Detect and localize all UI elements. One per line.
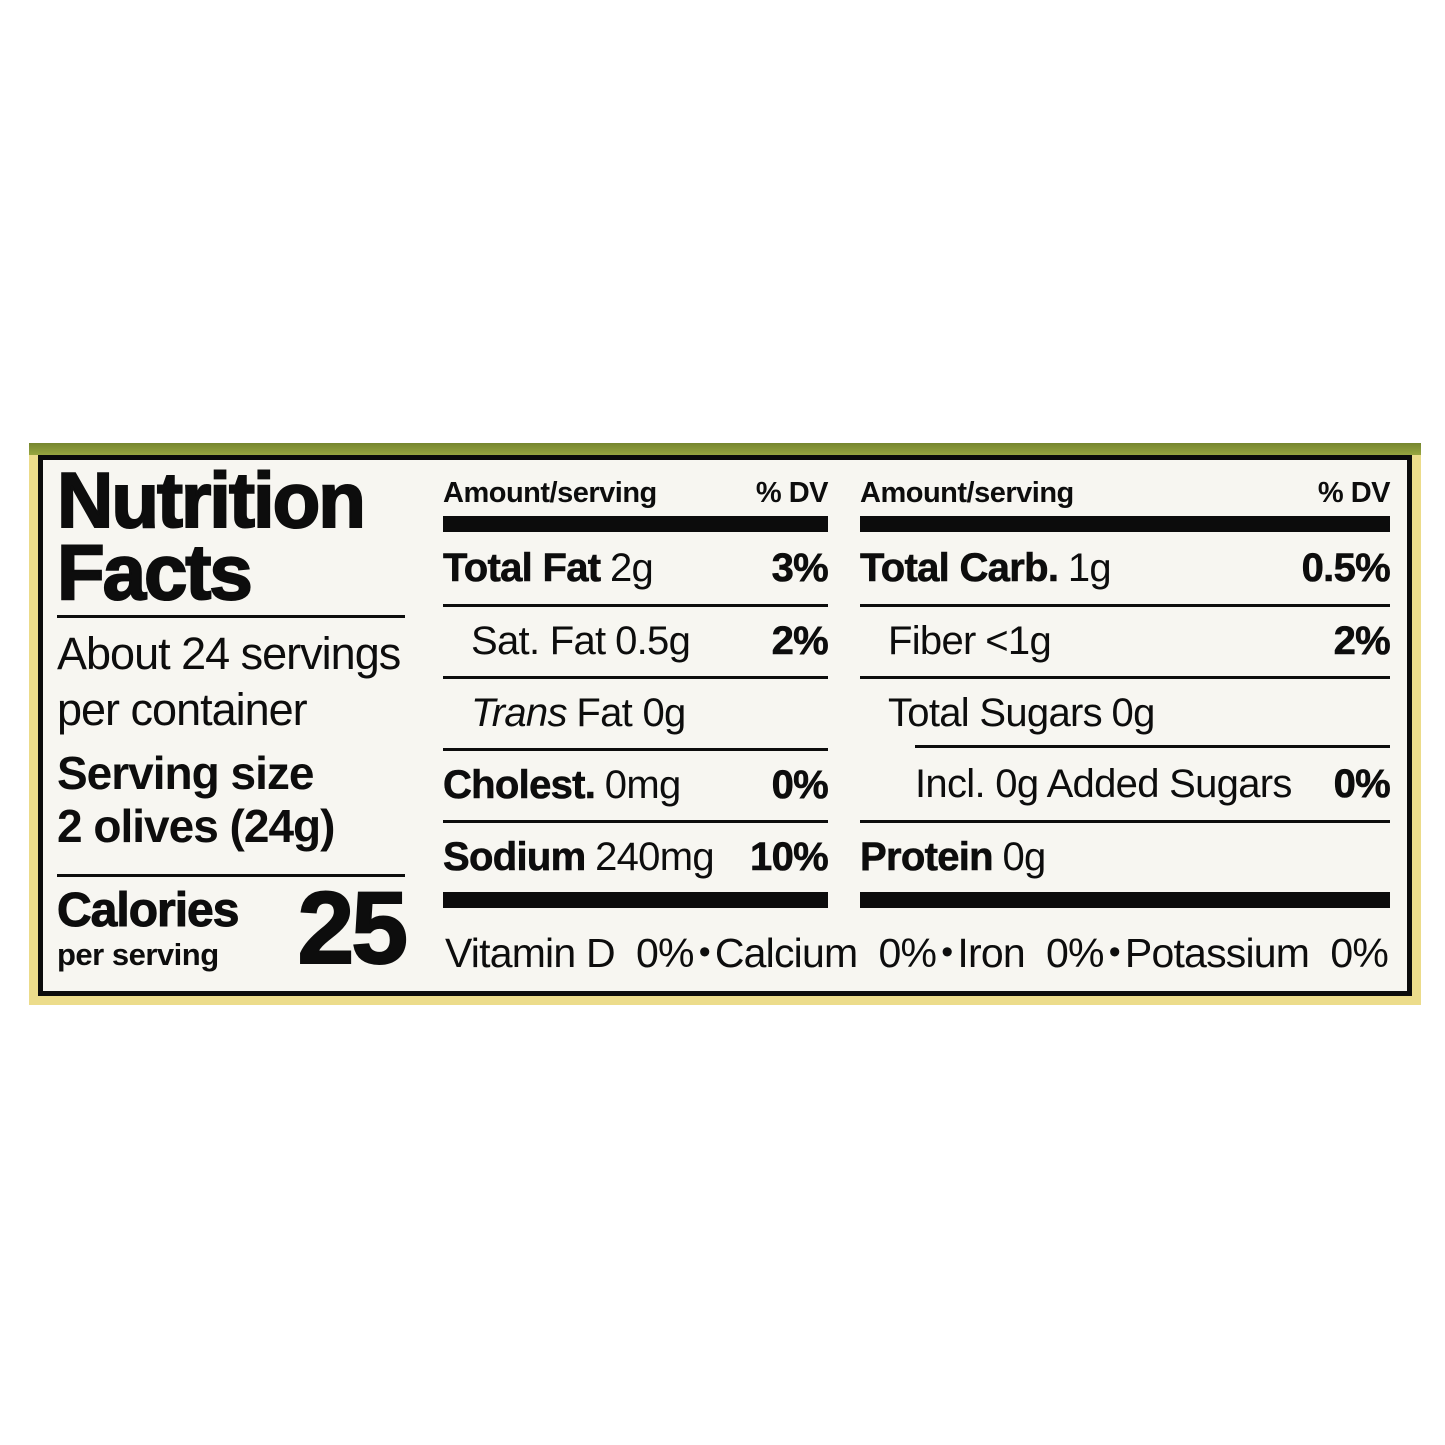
nutrient-rows: Total Carb. 1g 0.5% Fiber <1g 2% Total Sug… [860, 532, 1391, 892]
bullet-separator: • [1108, 932, 1121, 971]
nutrition-facts-main-panel: Amount/serving % DV Total Fat 2g 3% Sat. … [443, 460, 1407, 991]
micronutrient-dv: 0% [1330, 930, 1388, 976]
nutrient-amount: <1g [985, 619, 1051, 663]
nutrient-dv: 0% [771, 763, 829, 808]
calories-per-serving-label: per serving [57, 937, 219, 972]
row-fiber: Fiber <1g 2% [860, 604, 1391, 676]
nutrient-amount: 0g [1002, 835, 1047, 879]
row-saturated-fat: Sat. Fat 0.5g 2% [443, 604, 829, 676]
nutrition-facts-label: Nutrition Facts About 24 servings per co… [29, 443, 1421, 1005]
micronutrient-iron: Iron 0% [957, 930, 1104, 977]
row-added-sugars: Incl. 0g Added Sugars 0% [860, 745, 1391, 820]
percent-dv-header: % DV [755, 477, 829, 509]
amount-per-serving-header: Amount/serving [860, 477, 1074, 509]
row-total-sugars: Total Sugars 0g [860, 676, 1390, 748]
nutrient-name: Cholest. [443, 763, 597, 808]
title-line-2: Facts [56, 528, 254, 616]
nutrient-name: Trans [471, 691, 567, 735]
percent-dv-header: % DV [1317, 477, 1391, 509]
nutrient-name: Incl. 0g Added Sugars [915, 761, 1292, 806]
divider [57, 615, 405, 618]
nutrient-amount: 1g [1067, 545, 1112, 590]
micronutrient-vitamin-d: Vitamin D 0% [445, 930, 694, 977]
nutrient-dv: 0.5% [1301, 545, 1391, 590]
title-line-1: Nutrition [56, 456, 367, 544]
nutrient-name: Sat. Fat [471, 619, 606, 663]
micronutrient-name: Vitamin D [445, 930, 616, 976]
nutrient-amount: 0.5g [615, 619, 691, 663]
nutrient-name: Total Carb. [860, 545, 1060, 590]
serving-size-value: 2 olives (24g) [57, 800, 335, 852]
nutrient-name: Sodium [443, 835, 587, 880]
micronutrients-row: Vitamin D 0% • Calcium 0% • Iron 0% • Po… [443, 930, 1390, 977]
nutrient-amount: 0mg [604, 763, 681, 807]
calories-value: 25 [297, 871, 409, 985]
column-header: Amount/serving % DV [860, 477, 1391, 509]
row-trans-fat: Trans Fat 0g [443, 676, 828, 748]
micronutrient-name: Calcium [714, 930, 858, 976]
nutrient-dv: 0% [1333, 761, 1391, 806]
column-header: Amount/serving % DV [443, 477, 829, 509]
nutrient-columns: Amount/serving % DV Total Fat 2g 3% Sat. … [443, 477, 1391, 908]
servings-line-1: About 24 servings [57, 628, 401, 679]
row-protein: Protein 0g [860, 820, 1390, 892]
nutrient-amount: 2g [610, 545, 654, 590]
thick-bar [443, 892, 828, 908]
bullet-separator: • [941, 932, 953, 971]
nutrient-name: Fiber [888, 619, 976, 663]
serving-size-label: Serving size [57, 747, 314, 799]
calories-label: Calories [56, 884, 239, 937]
row-cholesterol: Cholest. 0mg 0% [443, 748, 829, 820]
serving-size: Serving size 2 olives (24g) [57, 747, 405, 853]
nutrient-name: Total Sugars [888, 691, 1103, 735]
calories-row: Calories per serving 25 [56, 871, 409, 985]
divider [57, 874, 405, 877]
nutrient-dv: 2% [1333, 619, 1391, 664]
row-total-fat: Total Fat 2g 3% [443, 532, 829, 604]
nutrient-dv: 2% [771, 619, 829, 664]
nutrient-amount: Fat 0g [576, 691, 686, 735]
micronutrient-dv: 0% [635, 930, 694, 976]
thick-bar [443, 516, 828, 532]
nutrient-amount: 240mg [595, 835, 715, 879]
micronutrient-name: Iron [957, 930, 1025, 976]
calories-label-block: Calories per serving [56, 884, 239, 973]
amount-per-serving-header: Amount/serving [443, 477, 657, 509]
nutrient-dv: 10% [750, 835, 829, 880]
bullet-separator: • [698, 932, 711, 971]
nutrient-amount: 0g [1111, 691, 1156, 735]
row-total-carbohydrate: Total Carb. 1g 0.5% [860, 532, 1391, 604]
micronutrient-calcium: Calcium 0% [714, 930, 937, 977]
thick-bar [860, 516, 1390, 532]
micronutrient-dv: 0% [1046, 930, 1104, 976]
servings-line-2: per container [57, 684, 308, 735]
micronutrient-name: Potassium [1124, 930, 1310, 976]
nutrient-dv: 3% [771, 545, 829, 590]
nutrition-facts-left-panel: Nutrition Facts About 24 servings per co… [43, 460, 443, 991]
servings-per-container: About 24 servings per container [57, 626, 405, 738]
nutrient-name: Total Fat [443, 545, 602, 590]
micronutrient-dv: 0% [878, 930, 937, 976]
nutrient-rows: Total Fat 2g 3% Sat. Fat 0.5g 2% Trans Fat … [443, 532, 829, 892]
nutrient-column-fat-sodium: Amount/serving % DV Total Fat 2g 3% Sat. … [443, 477, 829, 908]
thick-bar [860, 892, 1390, 908]
nutrient-name: Protein [860, 835, 994, 880]
green-top-stripe [29, 443, 1421, 455]
micronutrient-potassium: Potassium 0% [1124, 930, 1389, 977]
nutrition-facts-box: Nutrition Facts About 24 servings per co… [38, 455, 1412, 996]
nutrient-column-carb-protein: Amount/serving % DV Total Carb. 1g 0.5% F… [860, 477, 1391, 908]
row-sodium: Sodium 240mg 10% [443, 820, 829, 892]
